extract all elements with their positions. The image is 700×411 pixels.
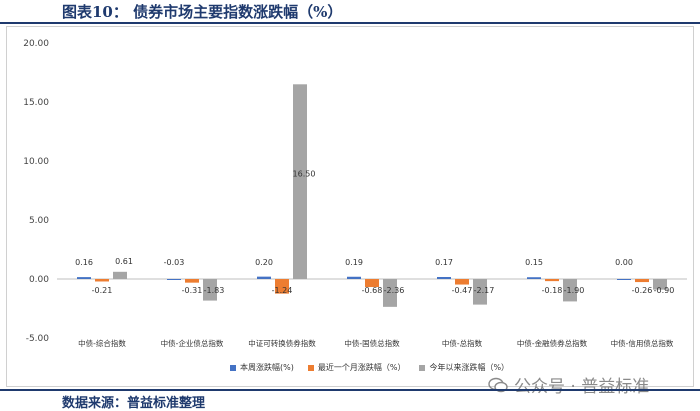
data-label-series-3: -1.83 — [204, 286, 225, 295]
y-tick-label: 10.00 — [23, 157, 49, 167]
bar-series-1 — [617, 279, 631, 280]
legend-item-ytd: 今年以来涨跌幅（%） — [419, 362, 509, 373]
data-label-series-1: 0.17 — [435, 258, 453, 267]
x-category-label: 中债-企业债总指数 — [161, 338, 224, 348]
legend-label-monthly: 最近一个月涨跌幅（%） — [317, 363, 406, 372]
title-bar: 图表10： 债券市场主要指数涨跌幅（%） — [0, 0, 700, 24]
data-label-series-3: -2.36 — [384, 286, 405, 295]
data-label-series-2: -0.21 — [92, 286, 113, 295]
data-label-series-1: 0.20 — [255, 258, 273, 267]
x-category-label: 中债-总指数 — [442, 338, 483, 348]
data-label-series-1: 0.16 — [75, 258, 93, 267]
legend-swatch-ytd — [419, 364, 426, 371]
y-tick-label: 5.00 — [29, 216, 49, 226]
data-label-series-3: -1.90 — [564, 286, 585, 295]
legend-label-ytd: 今年以来涨跌幅（%） — [429, 363, 510, 372]
legend-item-weekly: 本周涨跌幅(%) — [230, 362, 294, 373]
bar-series-2 — [95, 279, 109, 282]
data-label-series-2: -0.47 — [452, 286, 473, 295]
y-tick-label: 0.00 — [29, 275, 49, 285]
bar-series-1 — [437, 276, 451, 279]
chart-title: 图表10： 债券市场主要指数涨跌幅（%） — [62, 3, 343, 21]
legend-item-monthly: 最近一个月涨跌幅（%） — [307, 362, 406, 373]
chart-frame: 20.00 15.00 10.00 5.00 0.00 -5.00 0.16 -0.21 0.6… — [6, 26, 694, 387]
bar-series-3 — [113, 271, 127, 279]
x-category-label: 中证可转换债券指数 — [248, 338, 316, 348]
legend-label-weekly: 本周涨跌幅(%) — [240, 363, 294, 372]
bar-series-3 — [203, 279, 217, 301]
bar-series-1 — [77, 277, 91, 279]
y-tick-label: -5.00 — [26, 334, 50, 344]
bar-chart: 20.00 15.00 10.00 5.00 0.00 -5.00 0.16 -0.21 0.6… — [23, 39, 687, 348]
data-label-series-3: -0.90 — [654, 286, 675, 295]
bar-series-2 — [275, 279, 289, 294]
data-label-series-1: -0.03 — [164, 258, 185, 267]
legend-swatch-weekly — [230, 364, 236, 371]
data-label-series-3: 0.61 — [115, 257, 133, 266]
data-label-series-1: 0.00 — [615, 258, 633, 267]
bar-series-3 — [563, 279, 577, 302]
x-category-label: 中债-金融债券总指数 — [517, 338, 588, 348]
data-label-series-2: -0.18 — [542, 286, 563, 295]
bar-series-2 — [635, 279, 649, 283]
data-label-series-2: -0.26 — [632, 286, 653, 295]
bar-series-2 — [365, 279, 379, 288]
data-label-series-2: -1.24 — [272, 286, 293, 295]
x-category-label: 中债-综合指数 — [78, 338, 126, 348]
bar-series-1 — [347, 276, 361, 279]
data-label-series-2: -0.68 — [362, 286, 383, 295]
bar-series-3 — [293, 84, 307, 279]
y-tick-label: 15.00 — [23, 98, 49, 108]
watermark-text: 公众号 · 普益标准 — [514, 377, 650, 397]
bar-series-3 — [653, 279, 667, 290]
source-note: 数据来源：普益标准整理 — [62, 396, 206, 411]
data-label-series-3: 16.50 — [293, 170, 316, 179]
bar-series-1 — [527, 277, 541, 279]
watermark: 公众号 · 普益标准 — [488, 372, 649, 397]
x-category-label: 中债-信用债总指数 — [611, 338, 674, 348]
bar-series-3 — [473, 279, 487, 305]
bar-series-3 — [383, 279, 397, 307]
bar-series-1 — [257, 276, 271, 279]
source-divider — [0, 389, 700, 391]
bar-series-1 — [167, 279, 181, 280]
data-label-series-3: -2.17 — [474, 286, 495, 295]
bar-series-2 — [455, 279, 469, 285]
y-tick-label: 20.00 — [23, 39, 49, 49]
data-label-series-2: -0.31 — [182, 286, 203, 295]
data-label-series-1: 0.19 — [345, 258, 363, 267]
data-label-series-1: 0.15 — [525, 258, 543, 267]
bar-series-2 — [545, 279, 559, 282]
bar-series-2 — [185, 279, 199, 283]
x-category-label: 中债-国债总指数 — [344, 338, 400, 348]
legend-swatch-monthly — [307, 364, 314, 371]
chart-legend: 本周涨跌幅(%) 最近一个月涨跌幅（%） 今年以来涨跌幅（%） — [230, 362, 523, 373]
